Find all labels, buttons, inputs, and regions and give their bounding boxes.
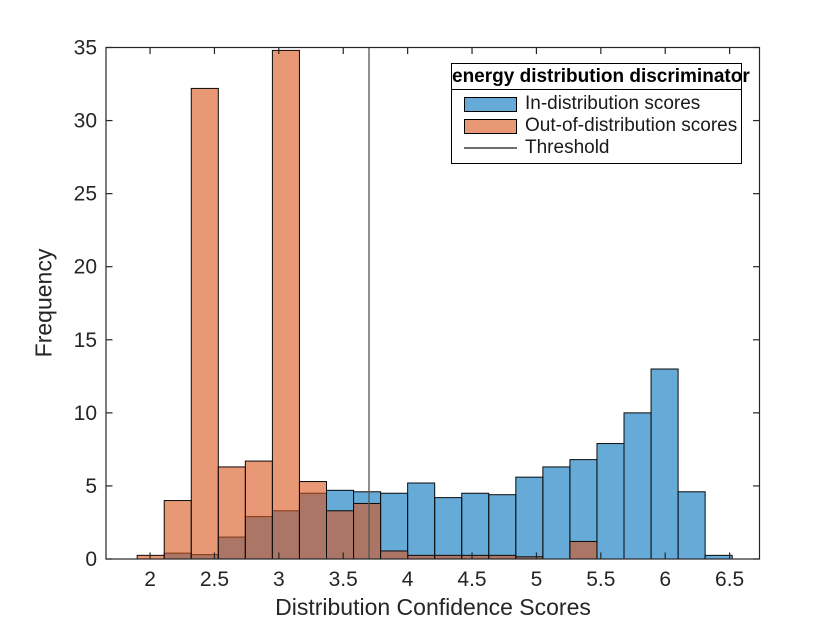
legend-swatch-in-distribution-icon — [464, 96, 517, 112]
bar-in-distribution — [380, 492, 409, 560]
bar-in-distribution — [515, 476, 544, 560]
bar-out-of-distribution — [326, 510, 355, 560]
bar-out-of-distribution — [163, 500, 192, 560]
x-tick-label: 5.5 — [586, 568, 615, 591]
x-tick-label: 3 — [273, 568, 285, 591]
bar-in-distribution — [596, 443, 625, 560]
legend: energy distribution discriminator In-dis… — [451, 63, 750, 164]
bar-out-of-distribution — [217, 466, 246, 560]
legend-swatch-out-of-distribution-icon — [464, 118, 517, 134]
legend-label-threshold: Threshold — [525, 137, 610, 158]
legend-item-threshold: Threshold — [452, 137, 741, 159]
bar-in-distribution — [407, 482, 436, 560]
x-tick-label: 3.5 — [329, 568, 358, 591]
y-tick-label: 15 — [74, 329, 97, 352]
bar-in-distribution — [650, 368, 679, 560]
x-tick-label: 6.5 — [715, 568, 744, 591]
bar-in-distribution — [623, 412, 652, 560]
legend-item-out-of-distribution: Out-of-distribution scores — [452, 115, 741, 137]
bar-in-distribution — [677, 491, 706, 560]
legend-item-in-distribution: In-distribution scores — [452, 93, 741, 115]
y-tick-label: 25 — [74, 183, 97, 206]
y-tick-label: 20 — [74, 256, 97, 279]
x-axis-title: Distribution Confidence Scores — [275, 594, 591, 620]
legend-label-out-of-distribution: Out-of-distribution scores — [525, 115, 738, 136]
x-tick-label: 5 — [531, 568, 543, 591]
bar-out-of-distribution — [244, 460, 273, 560]
legend-title: energy distribution discriminator — [452, 64, 750, 90]
legend-threshold-line-icon — [464, 147, 517, 149]
bar-out-of-distribution — [353, 502, 382, 560]
y-tick-label: 30 — [74, 110, 97, 133]
bar-in-distribution — [434, 497, 463, 560]
bar-in-distribution — [488, 494, 517, 560]
bar-out-of-distribution — [190, 87, 219, 560]
bar-out-of-distribution — [569, 540, 598, 560]
y-tick-label: 10 — [74, 402, 97, 425]
bar-out-of-distribution — [298, 481, 328, 560]
x-tick-label: 2 — [144, 568, 156, 591]
x-tick-label: 4 — [402, 568, 414, 591]
bar-out-of-distribution — [271, 49, 300, 560]
y-axis-title: Frequency — [30, 248, 57, 358]
y-tick-label: 5 — [85, 475, 97, 498]
axes-box — [105, 46, 761, 560]
x-tick-label: 6 — [659, 568, 671, 591]
x-tick-label: 2.5 — [200, 568, 229, 591]
legend-label-in-distribution: In-distribution scores — [525, 93, 701, 114]
y-tick-label: 0 — [85, 548, 97, 571]
bar-in-distribution — [542, 466, 571, 560]
legend-rows: In-distribution scores Out-of-distributi… — [452, 90, 741, 163]
bar-in-distribution — [461, 492, 490, 560]
bar-out-of-distribution — [380, 550, 409, 560]
x-tick-label: 4.5 — [457, 568, 486, 591]
y-tick-label: 35 — [74, 37, 97, 60]
